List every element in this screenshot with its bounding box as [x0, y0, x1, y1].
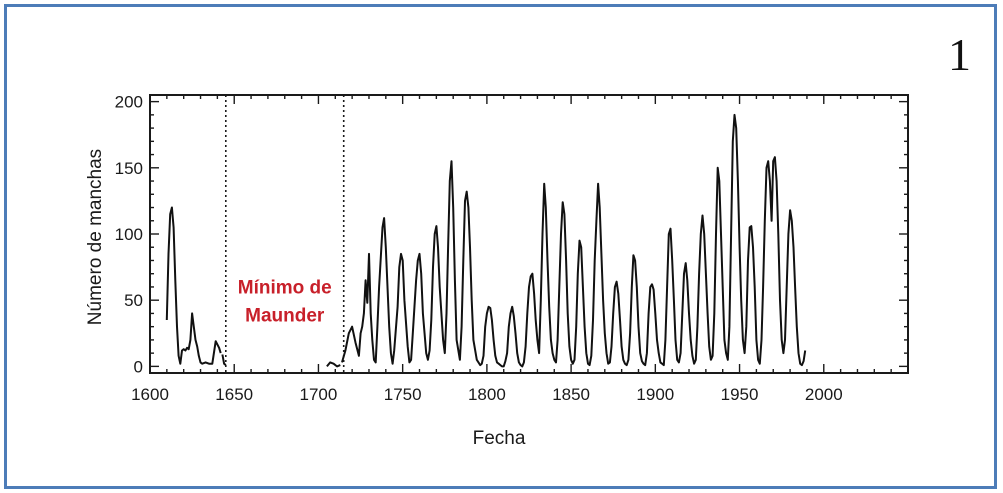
- sunspot-series-line: [165, 206, 222, 365]
- figure-number: 1: [948, 29, 971, 80]
- x-tick-label: 1850: [552, 385, 590, 404]
- annotation-line-1: Mínimo de: [238, 278, 332, 299]
- x-tick-label: 1950: [721, 385, 759, 404]
- x-tick-label: 1600: [131, 385, 169, 404]
- sunspot-series-line: [326, 361, 341, 368]
- sunspot-series-line: [341, 113, 807, 368]
- y-tick-label: 100: [115, 225, 143, 244]
- y-axis-label: Número de manchas: [85, 149, 106, 325]
- ticks: 1600 1650 1700 1750 1800 1850 1900 1950 2000 0 50 1…: [115, 93, 909, 404]
- x-tick-label: 1750: [384, 385, 422, 404]
- y-tick-label: 50: [124, 291, 143, 310]
- x-tick-label: 1900: [636, 385, 674, 404]
- plot-area: [149, 94, 909, 374]
- x-axis-label: Fecha: [473, 428, 526, 449]
- x-tick-label: 1650: [215, 385, 253, 404]
- y-tick-label: 150: [115, 159, 143, 178]
- x-tick-label: 2000: [805, 385, 843, 404]
- annotation-line-2: Maunder: [245, 306, 325, 327]
- y-tick-label: 200: [115, 93, 143, 112]
- sunspot-series-line: [221, 354, 227, 366]
- series-lines: [165, 113, 807, 368]
- x-tick-label: 1800: [468, 385, 506, 404]
- x-tick-label: 1700: [300, 385, 338, 404]
- maunder-boundaries: [225, 95, 345, 373]
- y-tick-label: 0: [134, 357, 143, 376]
